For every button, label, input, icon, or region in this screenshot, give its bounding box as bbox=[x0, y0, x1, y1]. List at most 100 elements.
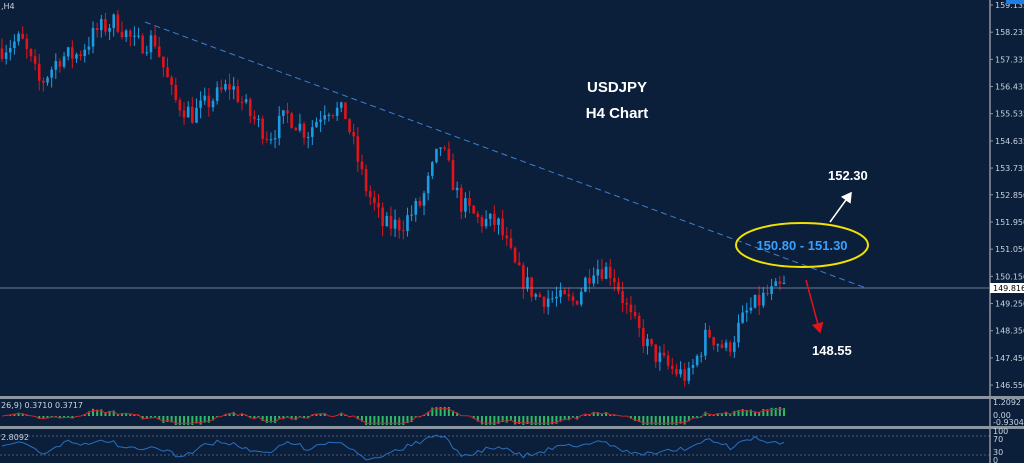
candle-body bbox=[621, 291, 624, 304]
candle-body bbox=[240, 101, 244, 103]
candle-body bbox=[414, 200, 418, 215]
candle-body bbox=[683, 369, 686, 381]
candle-body bbox=[112, 14, 116, 28]
candle-body bbox=[323, 115, 327, 120]
candle-body bbox=[133, 35, 136, 37]
candle-body bbox=[526, 277, 529, 289]
candle-body bbox=[199, 100, 202, 108]
price-tick-label: 155.535 bbox=[995, 110, 1024, 119]
candle-body bbox=[50, 69, 53, 78]
candle-body bbox=[679, 369, 682, 375]
macd-tick-label: -0.9304 bbox=[993, 418, 1024, 427]
candle-body bbox=[439, 147, 442, 149]
candle-body bbox=[4, 52, 8, 59]
candle-body bbox=[145, 52, 149, 54]
candle-body bbox=[538, 294, 542, 297]
candle-body bbox=[666, 355, 670, 366]
candle-body bbox=[315, 121, 318, 128]
candle-body bbox=[513, 247, 517, 263]
candle-body bbox=[269, 139, 273, 141]
candle-body bbox=[302, 123, 306, 138]
candle-body bbox=[650, 338, 653, 345]
candle-body bbox=[451, 160, 455, 191]
price-tick-label: 146.550 bbox=[995, 381, 1024, 390]
candle-body bbox=[393, 219, 397, 229]
candle-body bbox=[66, 47, 70, 57]
candle-body bbox=[71, 47, 74, 59]
candle-body bbox=[286, 110, 289, 114]
macd-tick-label: 1.2092 bbox=[993, 398, 1021, 407]
candle-body bbox=[290, 113, 293, 128]
candle-body bbox=[327, 114, 331, 116]
candle-body bbox=[397, 219, 401, 231]
price-tick-label: 157.335 bbox=[995, 55, 1024, 64]
candle-body bbox=[348, 119, 351, 133]
candle-body bbox=[244, 99, 248, 103]
price-tick-label: 147.450 bbox=[995, 354, 1024, 363]
candle-body bbox=[426, 175, 430, 194]
candle-body bbox=[431, 162, 434, 176]
candle-body bbox=[58, 61, 62, 67]
candle-body bbox=[493, 213, 496, 225]
candle-body bbox=[261, 118, 264, 139]
candle-body bbox=[517, 262, 521, 266]
price-tick-label: 152.850 bbox=[995, 191, 1024, 200]
up-arrow-icon bbox=[829, 191, 852, 223]
candle-body bbox=[331, 114, 335, 116]
candle-body bbox=[141, 35, 144, 54]
candle-body bbox=[770, 286, 773, 295]
candle-body bbox=[335, 107, 339, 116]
candle-body bbox=[588, 277, 591, 284]
candle-body bbox=[100, 19, 103, 31]
candle-body bbox=[207, 95, 211, 108]
price-tick-label: 158.235 bbox=[995, 28, 1024, 37]
candle-body bbox=[37, 63, 41, 81]
candle-body bbox=[733, 342, 736, 352]
resistance-zone-label: 150.80 - 151.30 bbox=[756, 238, 847, 253]
candle-body bbox=[675, 368, 678, 375]
candle-body bbox=[174, 84, 178, 100]
price-tick-label: 150.150 bbox=[995, 272, 1024, 281]
chart-title-timeframe: H4 Chart bbox=[586, 105, 649, 122]
candle-body bbox=[443, 147, 447, 149]
price-tick-label: 153.735 bbox=[995, 164, 1024, 173]
candle-body bbox=[211, 100, 215, 108]
candle-body bbox=[339, 102, 343, 108]
candle-body bbox=[364, 169, 368, 192]
candle-body bbox=[691, 365, 695, 368]
price-tick-label: 151.050 bbox=[995, 245, 1024, 254]
trendline[interactable] bbox=[144, 21, 867, 289]
candle-body bbox=[137, 35, 140, 37]
candle-body bbox=[224, 84, 227, 90]
rsi-label: 2.8092 bbox=[1, 433, 29, 442]
candle-body bbox=[522, 265, 525, 289]
candle-body bbox=[625, 303, 629, 305]
candle-body bbox=[232, 86, 236, 90]
candle-body bbox=[484, 218, 488, 227]
candle-body bbox=[497, 218, 500, 225]
candle-body bbox=[83, 49, 87, 57]
candle-body bbox=[219, 87, 223, 90]
candle-body bbox=[575, 300, 579, 305]
candle-body bbox=[488, 213, 492, 219]
candle-body bbox=[257, 118, 260, 120]
candle-body bbox=[248, 99, 252, 117]
candle-body bbox=[294, 127, 298, 131]
candle-body bbox=[178, 99, 182, 111]
candle-body bbox=[749, 307, 753, 311]
candle-body bbox=[501, 218, 504, 236]
candle-body bbox=[356, 136, 360, 162]
candle-body bbox=[464, 198, 467, 212]
candle-body bbox=[741, 312, 744, 323]
candle-body bbox=[695, 355, 699, 366]
candles bbox=[0, 10, 786, 387]
candle-body bbox=[782, 282, 786, 284]
macd-tick-label: 0.00 bbox=[993, 411, 1011, 420]
price-tick-label: 149.250 bbox=[995, 300, 1024, 309]
candle-body bbox=[95, 28, 99, 31]
candle-body bbox=[306, 136, 310, 138]
candle-body bbox=[724, 342, 728, 348]
candle-body bbox=[344, 102, 347, 120]
